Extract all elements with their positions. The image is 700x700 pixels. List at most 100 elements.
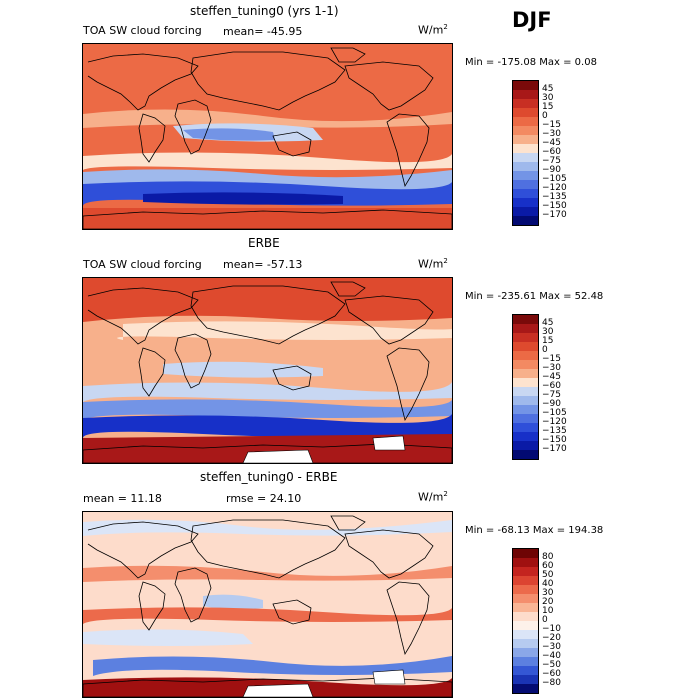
colorbar-tick-label: 50 [542,570,554,580]
colorbar-cell [513,378,538,387]
colorbar-cell [513,162,538,171]
colorbar-cell [513,333,538,342]
colorbar-cell [513,396,538,405]
colorbar-tick-label: 40 [542,579,554,589]
colorbar-cell [513,135,538,144]
colorbar-cell [513,567,538,576]
colorbar-tick-label: −150 [542,435,567,445]
coastline [330,515,366,531]
colorbar-cell [513,675,538,684]
coastline [386,113,430,188]
coastline [330,281,366,297]
coastline [344,61,434,111]
colorbar-box [512,548,539,694]
panel2-map [82,277,453,464]
colorbar-tick-label: −75 [542,390,561,400]
colorbar-cell [513,324,538,333]
colorbar-tick-label: −60 [542,147,561,157]
colorbar-tick-label: 30 [542,93,554,103]
map-field-band [83,519,452,536]
colorbar-tick-label: 20 [542,597,554,607]
coastline [190,519,346,579]
colorbar-tick-label: −90 [542,399,561,409]
map-field-band [143,192,343,205]
panel2-variable: TOA SW cloud forcing [83,258,202,271]
colorbar-tick-label: 45 [542,318,554,328]
coastline [272,365,312,391]
panel2-minmax: Min = -235.61 Max = 52.48 [465,291,604,302]
colorbar-tick-label: −120 [542,417,567,427]
colorbar-cell [513,144,538,153]
colorbar-tick-label: 15 [542,102,554,112]
colorbar-cell [513,414,538,423]
colorbar-tick-label: 80 [542,552,554,562]
colorbar-cell [513,621,538,630]
coastline [330,47,366,63]
map-field [83,512,452,697]
colorbar-tick-label: −10 [542,624,561,634]
colorbar-cell [513,549,538,558]
colorbar-tick-label: −135 [542,426,567,436]
colorbar-cell [513,171,538,180]
colorbar-tick-label: −45 [542,138,561,148]
map-field-band [203,594,263,610]
colorbar-cell [513,189,538,198]
map-field-band [117,321,452,340]
panel2-title: ERBE [248,236,280,250]
colorbar-cell [513,90,538,99]
coastline [87,287,199,345]
panel3-mean: mean = 11.18 [83,492,162,505]
colorbar-cell [513,432,538,441]
colorbar-cell [513,81,538,90]
colorbar-cell [513,126,538,135]
panel1-title: steffen_tuning0 (yrs 1-1) [190,4,339,18]
map-field-band [83,152,452,170]
colorbar-cell [513,99,538,108]
map-field-band [83,414,452,438]
colorbar-cell [513,630,538,639]
colorbar-cell [513,576,538,585]
coastline [87,53,199,111]
coastline [174,567,212,623]
colorbar-tick-label: −105 [542,408,567,418]
colorbar-box [512,80,539,226]
colorbar-tick-label: −30 [542,363,561,373]
map-field-band [83,278,452,322]
map-field-band [83,607,452,624]
colorbar-box [512,314,539,460]
colorbar-tick-label: −45 [542,372,561,382]
colorbar-cell [513,360,538,369]
panel2-unit: W/m2 [418,257,448,271]
colorbar-tick-label: −20 [542,633,561,643]
colorbar-tick-label: −30 [542,129,561,139]
colorbar-tick-label: 15 [542,336,554,346]
map-field-band [163,361,323,378]
colorbar-cell [513,216,538,225]
panel1-map [82,43,453,230]
coastline [83,443,452,463]
colorbar-tick-label: 30 [542,588,554,598]
colorbar-tick-label: −120 [542,183,567,193]
panel1-variable: TOA SW cloud forcing [83,24,202,37]
colorbar-cell [513,657,538,666]
panel1-mean: mean= -45.95 [223,25,303,38]
colorbar-cell [513,405,538,414]
map-field [83,278,452,463]
colorbar-cell [513,108,538,117]
coastline [272,599,312,625]
coastline [138,347,166,397]
missing-data-mask [372,669,406,685]
colorbar-tick-label: −15 [542,120,561,130]
missing-data-mask [242,449,314,463]
missing-data-mask [242,683,314,697]
panel1-minmax: Min = -175.08 Max = 0.08 [465,57,597,68]
coastline [386,581,430,656]
colorbar-tick-label: 0 [542,345,548,355]
coastline [344,295,434,345]
colorbar-tick-label: −105 [542,174,567,184]
colorbar-tick-label: 45 [542,84,554,94]
coastline [386,347,430,422]
coastline [83,209,452,229]
panel3-title: steffen_tuning0 - ERBE [200,470,338,484]
colorbar-cell [513,315,538,324]
